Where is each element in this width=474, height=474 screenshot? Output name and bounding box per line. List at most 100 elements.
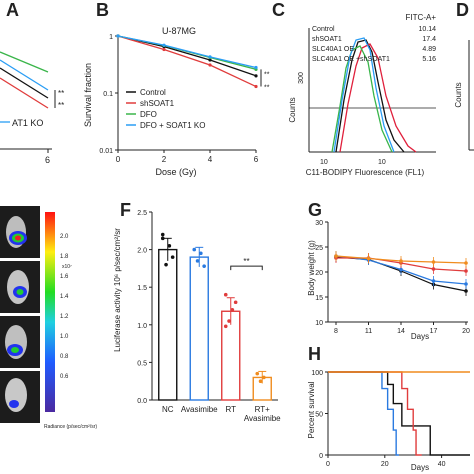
- panel-f: F Luciferase activity 10⁶ p/sec/cm²/sr 0…: [113, 200, 281, 423]
- g-data-point: [464, 269, 468, 273]
- f-category-label: RT+: [255, 405, 271, 414]
- g-data-point: [399, 259, 403, 263]
- g-y-tick-label: 30: [315, 220, 323, 227]
- f-sig-bracket: [230, 265, 263, 271]
- g-y-tick-label: 15: [315, 295, 323, 302]
- c-legend-label: SLC40A1 OE: [312, 46, 354, 53]
- f-data-point: [160, 232, 165, 237]
- panel-a-sig-2: **: [58, 101, 64, 110]
- panel-g-x-label: Days: [411, 332, 429, 341]
- f-category-label: Avasimibe: [181, 405, 218, 414]
- panel-c-label: C: [272, 0, 285, 20]
- panel-g-y-label: Body weight (g): [307, 240, 316, 296]
- panel-c-xtick-1: 10: [320, 159, 328, 166]
- f-data-point: [192, 247, 197, 252]
- f-y-tick-label: 1.0: [137, 323, 147, 330]
- panel-b-x-label: Dose (Gy): [155, 167, 196, 177]
- f-data-point: [230, 307, 235, 312]
- imaging-panel: 2.0 1.8 1.6 1.4 1.2 1.0 0.8 0.6 x10⁷ Rad…: [0, 206, 97, 430]
- b-legend-label: DFO + SOAT1 KO: [140, 121, 205, 130]
- c-legend-value: 17.4: [422, 36, 436, 43]
- panel-d-label: D: [456, 0, 469, 20]
- f-data-point: [160, 236, 165, 241]
- h-x-tick-label: 40: [438, 461, 446, 468]
- f-data-point: [233, 300, 238, 305]
- panel-f-label: F: [120, 200, 131, 220]
- panel-d: D Counts: [454, 0, 474, 151]
- b-series-line: [117, 35, 257, 88]
- b-series-line: [117, 35, 257, 69]
- mouse-4-signal: [9, 400, 19, 408]
- f-data-point: [227, 319, 231, 323]
- panel-a-legend-text: AT1 KO: [12, 118, 43, 128]
- b-data-point: [254, 65, 258, 70]
- b-x-tick-label: 6: [254, 155, 259, 164]
- f-bar: [158, 248, 178, 401]
- f-bar: [189, 256, 209, 401]
- f-y-tick-label: 2.0: [137, 248, 147, 255]
- h-survival-curve: [328, 371, 422, 456]
- panel-a-line-green: [0, 51, 49, 73]
- panel-c: C Counts 300 C11-BODIPY Fluorescence (FL…: [272, 0, 436, 177]
- b-data-point: [208, 58, 212, 62]
- h-survival-curve: [328, 371, 399, 456]
- h-x-tick-label: 0: [326, 461, 330, 468]
- g-data-point: [464, 261, 468, 265]
- panel-h-label: H: [308, 344, 321, 364]
- panel-a-line-blue: [0, 59, 49, 91]
- f-y-tick-label: 0.0: [137, 398, 147, 405]
- b-y-tick-label: 0.01: [99, 148, 113, 155]
- panel-f-y-label: Luciferase activity 10⁶ p/sec/cm²/sr: [113, 228, 122, 352]
- b-data-point: [254, 84, 258, 89]
- f-data-point: [223, 324, 228, 329]
- g-data-point: [334, 254, 338, 258]
- radiance-color-bar: [45, 212, 55, 412]
- f-data-point: [167, 244, 172, 248]
- scale-tick-6: 0.8: [60, 354, 69, 360]
- mouse-2-signal-core: [16, 289, 24, 295]
- f-category-label: NC: [162, 405, 174, 414]
- panel-h-x-label: Days: [411, 463, 429, 472]
- g-y-tick-label: 25: [315, 245, 323, 252]
- panel-a-sig-1: **: [58, 89, 64, 98]
- b-y-tick-label: 0.1: [103, 91, 113, 98]
- g-data-point: [464, 289, 468, 293]
- b-x-tick-label: 4: [208, 155, 213, 164]
- g-data-point: [431, 267, 436, 271]
- scale-tick-2: 1.6: [60, 274, 69, 280]
- scale-tick-7: 0.6: [60, 374, 69, 380]
- b-legend-label: shSOAT1: [140, 99, 175, 108]
- radiance-label: Radiance (p/sec/cm²/sr): [44, 424, 97, 430]
- panel-b-y-label: Survival fraction: [83, 63, 93, 127]
- c-legend-label: shSOAT1: [312, 36, 342, 43]
- scale-exponent: x10⁷: [62, 264, 72, 270]
- panel-g: G Body weight (g) Days 10 15 20 25 30 8 11 14 17…: [307, 200, 470, 341]
- h-y-tick-label: 100: [311, 370, 323, 377]
- g-x-tick-label: 17: [430, 328, 438, 335]
- b-x-tick-label: 2: [162, 155, 167, 164]
- c-histogram-trace: [331, 45, 393, 153]
- f-sig-label: **: [243, 257, 249, 266]
- b-data-point: [208, 63, 212, 67]
- b-sig-2: **: [264, 85, 270, 92]
- f-data-point: [262, 375, 266, 380]
- f-data-point: [199, 251, 203, 256]
- f-category-label: Avasimibe: [244, 414, 281, 423]
- b-sig-1: **: [264, 71, 270, 78]
- b-y-tick-label: 1: [109, 34, 113, 41]
- f-data-point: [170, 255, 175, 259]
- b-data-point: [162, 47, 166, 52]
- c-legend-value: 4.89: [422, 46, 436, 53]
- h-y-tick-label: 50: [315, 412, 323, 419]
- h-survival-curve: [328, 371, 470, 456]
- b-data-point: [116, 34, 120, 38]
- g-data-point: [464, 282, 468, 286]
- panel-c-x-label: C11-BODIPY Fluorescence (FL1): [306, 168, 425, 177]
- scale-tick-5: 1.0: [60, 334, 69, 340]
- panel-g-label: G: [308, 200, 322, 220]
- panel-c-xtick-2: 10: [378, 159, 386, 166]
- b-legend-label: Control: [140, 88, 166, 97]
- b-data-point: [208, 55, 212, 59]
- g-x-tick-label: 20: [462, 328, 470, 335]
- scale-tick-3: 1.4: [60, 294, 69, 300]
